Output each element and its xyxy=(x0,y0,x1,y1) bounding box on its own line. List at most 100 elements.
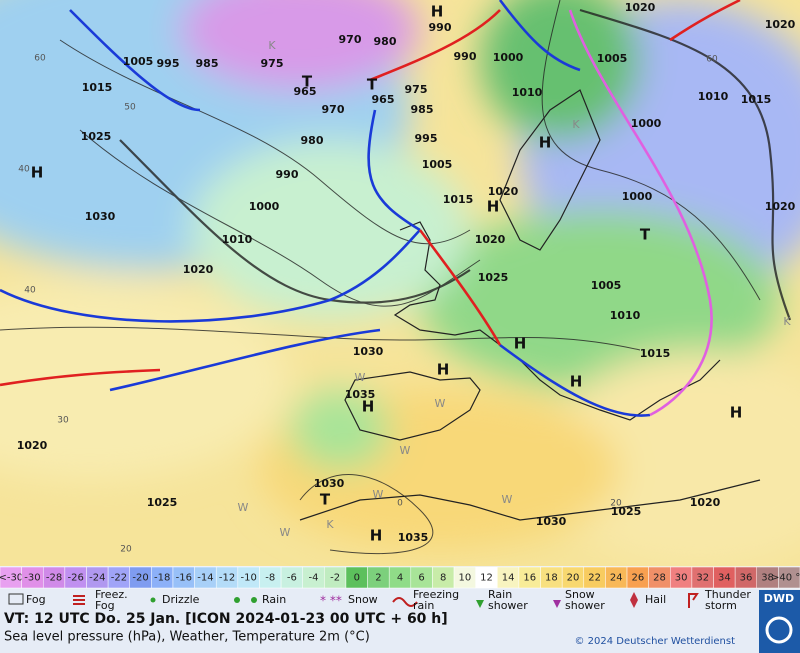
isotherm-label: 60 xyxy=(706,55,718,65)
pressure-center: T xyxy=(302,73,313,91)
scale-tick-label: 10 xyxy=(458,573,471,584)
legend-label: Fog xyxy=(26,593,46,606)
isotherm-label: 30 xyxy=(57,416,69,426)
isobar-label: 965 xyxy=(294,85,317,98)
legend-label: Fog xyxy=(95,599,115,612)
isobar-label: 1020 xyxy=(488,185,519,198)
scale-tick-label: 6 xyxy=(418,573,424,584)
coastlines xyxy=(299,89,761,521)
isobar-label: 1025 xyxy=(611,505,642,518)
rain-icon xyxy=(234,597,240,603)
region-mark: W xyxy=(280,526,291,539)
isobar-label: 1020 xyxy=(183,263,214,276)
scale-tick-label: 22 xyxy=(588,573,601,584)
legend-label: shower xyxy=(565,599,605,612)
pressure-center: H xyxy=(31,164,44,182)
isobar-label: 1005 xyxy=(591,279,622,292)
isobar xyxy=(119,139,471,304)
legend-label: shower xyxy=(488,599,528,612)
isobar-label: 1015 xyxy=(741,93,772,106)
snow-shower-icon xyxy=(553,600,561,608)
coastline xyxy=(344,371,481,441)
isobar-label: 990 xyxy=(276,168,299,181)
legend-label: Hail xyxy=(645,593,666,606)
isotherm-label: 20 xyxy=(610,499,622,509)
scale-tick-label: -12 xyxy=(219,573,235,584)
isobar xyxy=(79,129,481,307)
scale-tick-label: 38 xyxy=(761,573,774,584)
isotherm-label: 20 xyxy=(120,545,132,555)
isotherm-label: 50 xyxy=(124,103,136,113)
legend-label: Freezing xyxy=(413,588,459,601)
isobar-label: 1035 xyxy=(345,388,376,401)
isobar xyxy=(0,326,641,351)
isobar-label: 1035 xyxy=(398,531,429,544)
valid-time: VT: 12 UTC Do. 25 Jan. [ICON 2024-01-23 … xyxy=(4,611,448,627)
scale-tick-label: 24 xyxy=(610,573,623,584)
temperature-scale: <-30 -30 -28 -26 -24 -22 -20 -18 -16 -14 -12 -10 -8-… xyxy=(0,566,800,589)
legend-label: Rain xyxy=(488,588,512,601)
isobar-label: 1020 xyxy=(765,18,796,31)
isobar-label: 1025 xyxy=(478,271,509,284)
isobar-label: 1015 xyxy=(640,347,671,360)
legend-label: Freez. xyxy=(95,588,128,601)
isobar-label: 995 xyxy=(415,132,438,145)
legend-label: Rain xyxy=(262,593,286,606)
dwd-logo: DWD xyxy=(759,590,800,653)
fronts xyxy=(0,0,741,417)
map-description: Sea level pressure (hPa), Weather, Tempe… xyxy=(4,630,370,645)
isobar-label: 965 xyxy=(372,93,395,106)
isotherm-label: 60 xyxy=(34,54,46,64)
scale-tick-label: 2 xyxy=(375,573,381,584)
mild-area xyxy=(480,0,640,140)
legend-label: Drizzle xyxy=(162,593,200,606)
pressure-center: H xyxy=(514,335,527,353)
pressure-center: H xyxy=(370,527,383,545)
cold-area xyxy=(180,0,420,90)
isobar-label: 1005 xyxy=(123,55,154,68)
scale-tick-label: -28 xyxy=(46,573,62,584)
cold-front xyxy=(367,109,421,232)
legend-label: Snow xyxy=(565,588,595,601)
isotherm-label: 0 xyxy=(397,499,403,509)
scale-tick-label: 16 xyxy=(523,573,536,584)
scale-tick-label: 30 xyxy=(675,573,688,584)
warm-front xyxy=(418,229,502,346)
isobar xyxy=(59,39,471,245)
fog-icon xyxy=(8,593,24,605)
isobar-label: 980 xyxy=(301,134,324,147)
isobar-label: 1000 xyxy=(631,117,662,130)
legend-label: Thunder xyxy=(704,588,751,601)
scale-tick-label: 4 xyxy=(397,573,403,584)
isobar-label: 1025 xyxy=(147,496,178,509)
isobar-label: 1030 xyxy=(536,515,567,528)
region-mark: K xyxy=(326,518,334,531)
logo-swirl xyxy=(765,616,793,644)
isobar-label: 1020 xyxy=(765,200,796,213)
mild-area xyxy=(190,140,470,320)
pressure-center: H xyxy=(437,361,450,379)
isobar-label: 1000 xyxy=(249,200,280,213)
scale-tick-label: -6 xyxy=(287,573,297,584)
isobar-label: 975 xyxy=(405,83,428,96)
pressure-center: T xyxy=(320,491,331,509)
scale-tick-label: 0 xyxy=(354,573,360,584)
rain-shower-icon xyxy=(476,600,484,608)
isobar-label: 1030 xyxy=(85,210,116,223)
scale-low-label: <-30 xyxy=(0,573,23,584)
isobar-label: 1015 xyxy=(82,81,113,94)
warm-front xyxy=(669,0,741,42)
drizzle-icon xyxy=(150,597,156,603)
isobar xyxy=(579,8,792,321)
legend-icons: * ** xyxy=(8,592,699,608)
rain-icon xyxy=(251,597,257,603)
footer-background xyxy=(0,589,800,653)
legend-label: rain xyxy=(413,599,434,612)
isobar-label: 980 xyxy=(374,35,397,48)
scale-tick-label: 34 xyxy=(718,573,731,584)
isobar-label: 990 xyxy=(454,50,477,63)
isobar-label: 1030 xyxy=(314,477,345,490)
logo-text: DWD xyxy=(764,592,794,605)
